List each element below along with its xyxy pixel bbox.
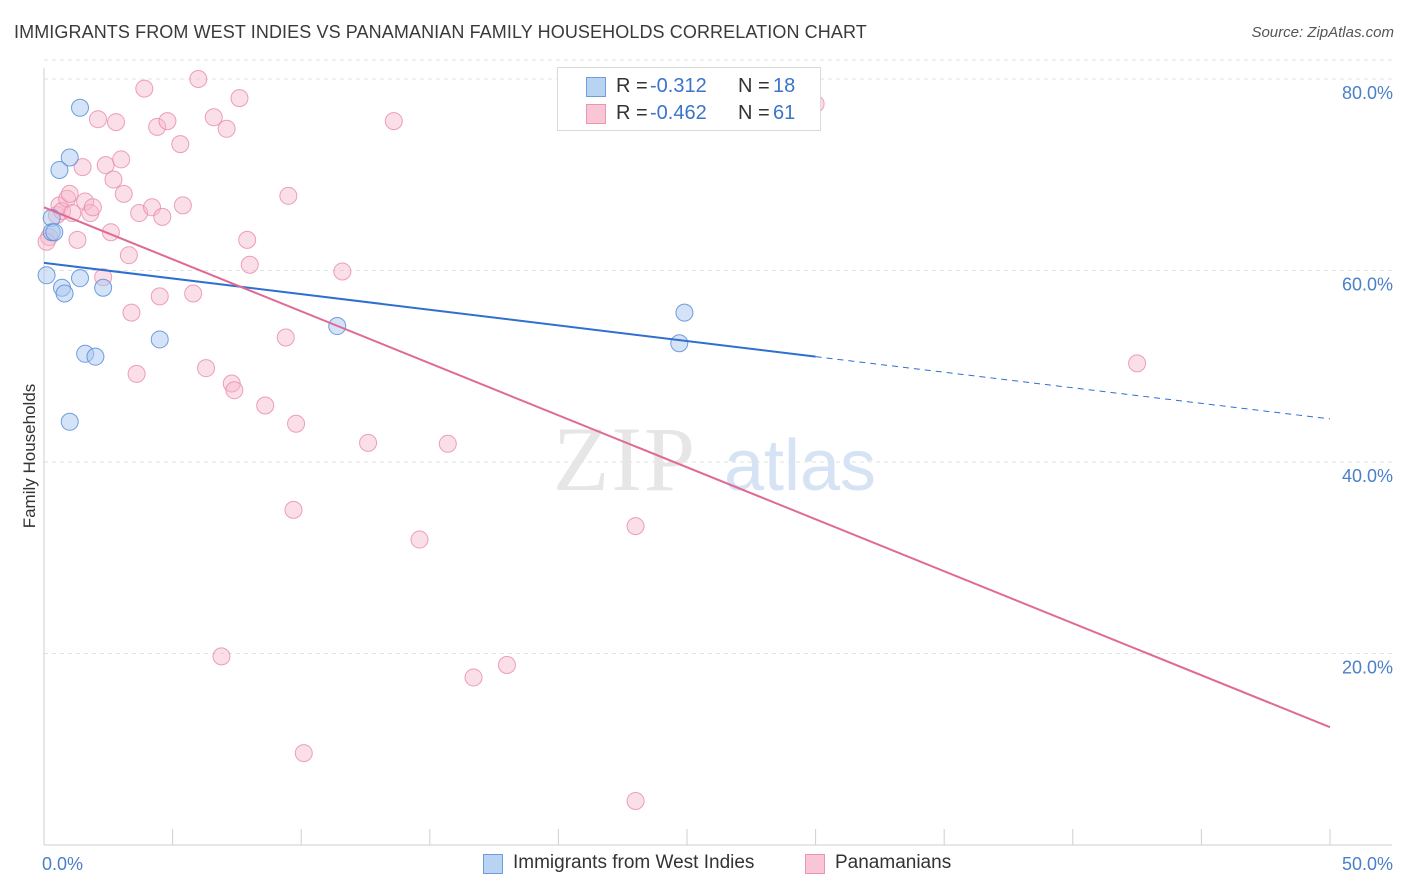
y-tick-label: 60.0% bbox=[1342, 275, 1393, 295]
source-label: Source: ZipAtlas.com bbox=[1251, 24, 1394, 41]
panamanians-point bbox=[68, 230, 87, 249]
watermark-zip: ZIP bbox=[553, 408, 697, 510]
panamanians-point bbox=[238, 230, 257, 249]
west-indies-point bbox=[60, 412, 79, 431]
legend-swatch-west-indies bbox=[586, 77, 606, 97]
panamanians-point bbox=[104, 170, 123, 189]
panamanians-point bbox=[284, 500, 303, 519]
panamanians-point bbox=[96, 156, 115, 175]
west-indies-point bbox=[55, 284, 74, 303]
panamanians-point bbox=[225, 381, 244, 400]
west-indies-points bbox=[37, 98, 694, 431]
panamanians-point bbox=[83, 198, 102, 217]
west-indies-point bbox=[45, 223, 64, 242]
panamanians-point bbox=[217, 119, 236, 138]
panamanians-point bbox=[119, 246, 138, 265]
panamanians-trend-line bbox=[43, 206, 1331, 729]
legend-swatch-panamanians bbox=[586, 104, 606, 124]
trend-lines bbox=[43, 206, 1331, 729]
x-tick-label: 0.0% bbox=[42, 854, 83, 874]
panamanians-point bbox=[333, 262, 352, 281]
west-indies-point bbox=[150, 330, 169, 349]
panamanians-point bbox=[58, 189, 77, 208]
panamanians-point bbox=[1128, 354, 1147, 373]
y-tick-label: 40.0% bbox=[1342, 466, 1393, 486]
panamanians-point bbox=[171, 135, 190, 154]
legend-r-value: -0.312 bbox=[650, 75, 707, 97]
bottom-legend-label: Panamanians bbox=[835, 852, 952, 873]
legend-r-value: -0.462 bbox=[650, 102, 707, 124]
panamanians-point bbox=[256, 396, 275, 415]
west-indies-trend-line bbox=[43, 261, 816, 358]
panamanians-point bbox=[497, 655, 516, 674]
panamanians-point bbox=[107, 113, 126, 132]
panamanians-point bbox=[60, 184, 79, 203]
panamanians-point bbox=[212, 647, 231, 666]
grid-lines bbox=[44, 59, 1392, 654]
panamanians-point bbox=[158, 112, 177, 131]
panamanians-point bbox=[287, 414, 306, 433]
west-indies-point bbox=[670, 334, 689, 353]
legend-n-label: N = bbox=[738, 75, 770, 97]
panamanians-point bbox=[122, 303, 141, 322]
west-indies-point bbox=[50, 160, 69, 179]
panamanians-point bbox=[359, 433, 378, 452]
panamanians-point bbox=[294, 744, 313, 763]
panamanians-point bbox=[384, 112, 403, 131]
y-axis-title: Family Households bbox=[20, 384, 39, 529]
tick-labels: 20.0% 40.0% 60.0% 80.0% 0.0% 50.0% bbox=[42, 83, 1393, 874]
panamanians-point bbox=[279, 186, 298, 205]
panamanians-point bbox=[197, 359, 216, 378]
legend-n-label: N = bbox=[738, 102, 770, 124]
panamanians-point bbox=[135, 79, 154, 98]
panamanians-point bbox=[626, 791, 645, 810]
panamanians-point bbox=[240, 255, 259, 274]
bottom-legend-swatch-panamanians bbox=[805, 854, 825, 874]
panamanians-point bbox=[73, 158, 92, 177]
panamanians-point bbox=[438, 434, 457, 453]
panamanians-point bbox=[276, 328, 295, 347]
y-tick-label: 20.0% bbox=[1342, 658, 1393, 678]
correlation-legend: R = -0.312 N = 18 R = -0.462 N = 61 bbox=[557, 67, 821, 131]
x-tick-label: 50.0% bbox=[1342, 854, 1393, 874]
panamanians-point bbox=[230, 89, 249, 108]
panamanians-point bbox=[112, 150, 131, 169]
west-indies-point bbox=[71, 269, 90, 288]
bottom-legend-swatch-west-indies bbox=[483, 854, 503, 874]
legend-r-label: R = bbox=[616, 75, 648, 97]
west-indies-point bbox=[37, 266, 56, 285]
panamanians-point bbox=[114, 184, 133, 203]
west-indies-point bbox=[71, 98, 90, 117]
panamanians-point bbox=[626, 517, 645, 536]
chart-title: IMMIGRANTS FROM WEST INDIES VS PANAMANIA… bbox=[14, 22, 867, 42]
west-indies-point bbox=[86, 347, 105, 366]
west-indies-point bbox=[60, 148, 79, 167]
legend-r-label: R = bbox=[616, 102, 648, 124]
panamanians-point bbox=[464, 668, 483, 687]
panamanians-point bbox=[150, 287, 169, 306]
panamanians-point bbox=[153, 207, 172, 226]
legend-n-value: 61 bbox=[773, 102, 796, 124]
legend-n-value: 18 bbox=[773, 75, 796, 97]
bottom-legend-label: Immigrants from West Indies bbox=[513, 852, 755, 873]
panamanians-point bbox=[189, 70, 208, 88]
axes bbox=[43, 68, 1392, 846]
panamanians-point bbox=[127, 364, 146, 383]
panamanians-point bbox=[184, 284, 203, 303]
panamanians-points bbox=[37, 70, 1147, 810]
panamanians-point bbox=[410, 530, 429, 549]
west-indies-point bbox=[94, 278, 113, 297]
panamanians-point bbox=[173, 196, 192, 215]
west-indies-trend-extension bbox=[815, 356, 1331, 420]
panamanians-point bbox=[89, 110, 108, 129]
watermark-atlas: atlas bbox=[724, 426, 876, 506]
y-tick-label: 80.0% bbox=[1342, 83, 1393, 103]
west-indies-point bbox=[675, 303, 694, 322]
panamanians-point bbox=[148, 117, 167, 136]
panamanians-point bbox=[204, 108, 223, 127]
